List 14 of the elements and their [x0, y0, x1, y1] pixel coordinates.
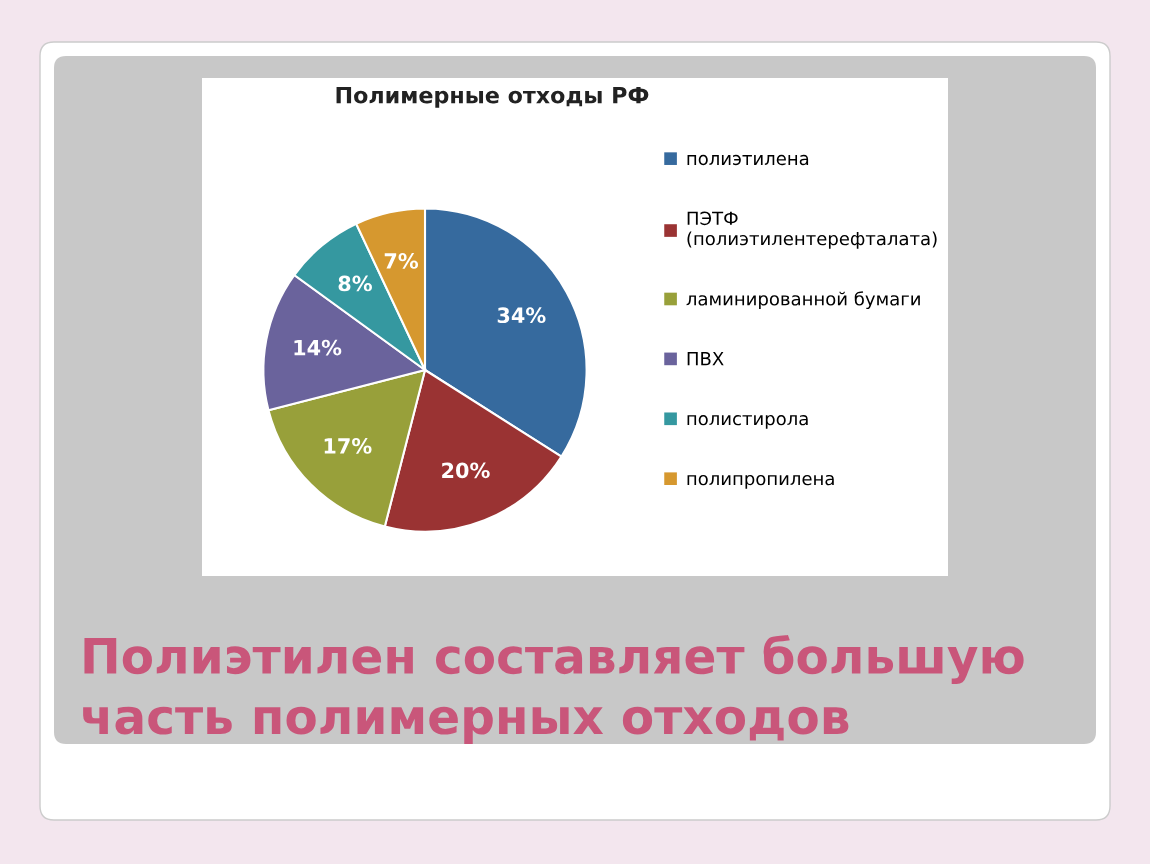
data-label: 7% — [384, 253, 419, 269]
legend-label: ПЭТФ (полиэтилентерефталата) — [687, 211, 937, 249]
legend-label: ПВХ — [687, 352, 724, 366]
data-label: 17% — [324, 437, 372, 454]
text: Полиэтилен составляет большую часть полимерных отходов — [83, 635, 1024, 744]
legend-label: полиэтилена — [687, 154, 809, 166]
data-label: 14% — [294, 339, 342, 356]
legend-label: ламинированной бумаги — [686, 291, 920, 310]
data-label: 34% — [497, 307, 546, 324]
chart-title: Полимерные отходы РФ — [336, 86, 649, 108]
data-label: 8% — [338, 275, 372, 292]
legend-label: полистирола — [687, 415, 808, 429]
data-label: 20% — [442, 462, 490, 479]
legend-label: полипропилена — [687, 474, 834, 489]
